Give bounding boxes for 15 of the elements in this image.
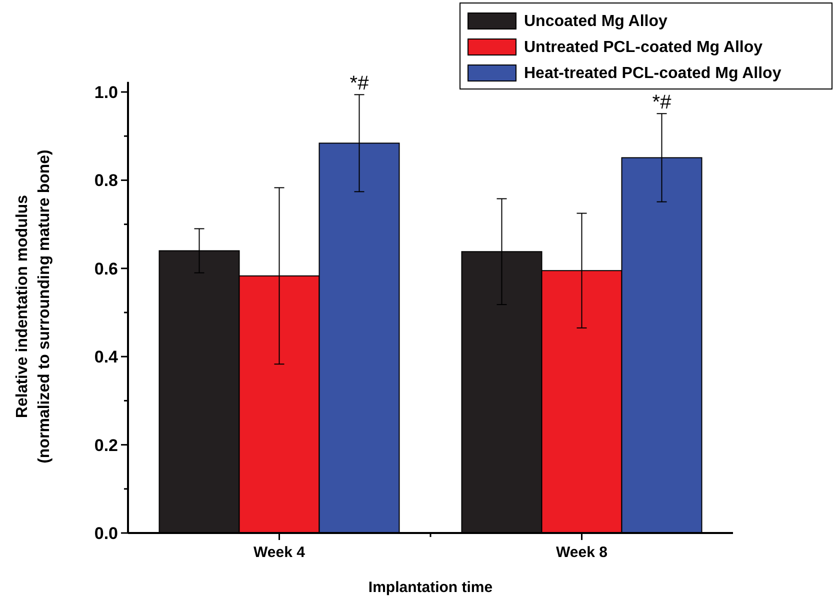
legend-label: Heat-treated PCL-coated Mg Alloy bbox=[524, 65, 782, 82]
legend-label: Untreated PCL-coated Mg Alloy bbox=[524, 39, 763, 56]
y-tick-label: 0.8 bbox=[94, 171, 118, 190]
annotation: *# bbox=[652, 92, 672, 114]
legend-label: Uncoated Mg Alloy bbox=[524, 13, 668, 30]
x-axis-title: Implantation time bbox=[368, 579, 493, 596]
y-tick-label: 1.0 bbox=[94, 82, 118, 102]
x-tick-label: Week 4 bbox=[254, 544, 306, 561]
y-tick-label: 0.6 bbox=[94, 259, 118, 278]
x-tick-label: Week 8 bbox=[556, 544, 608, 561]
annotation: *# bbox=[350, 72, 370, 95]
y-tick-label: 0.0 bbox=[94, 524, 118, 543]
y-axis-title: Relative indentation modulus (normalized to surrounding mature bone) bbox=[14, 150, 53, 464]
y-tick-label: 0.2 bbox=[94, 436, 118, 455]
y-tick-label: 0.4 bbox=[94, 348, 119, 367]
